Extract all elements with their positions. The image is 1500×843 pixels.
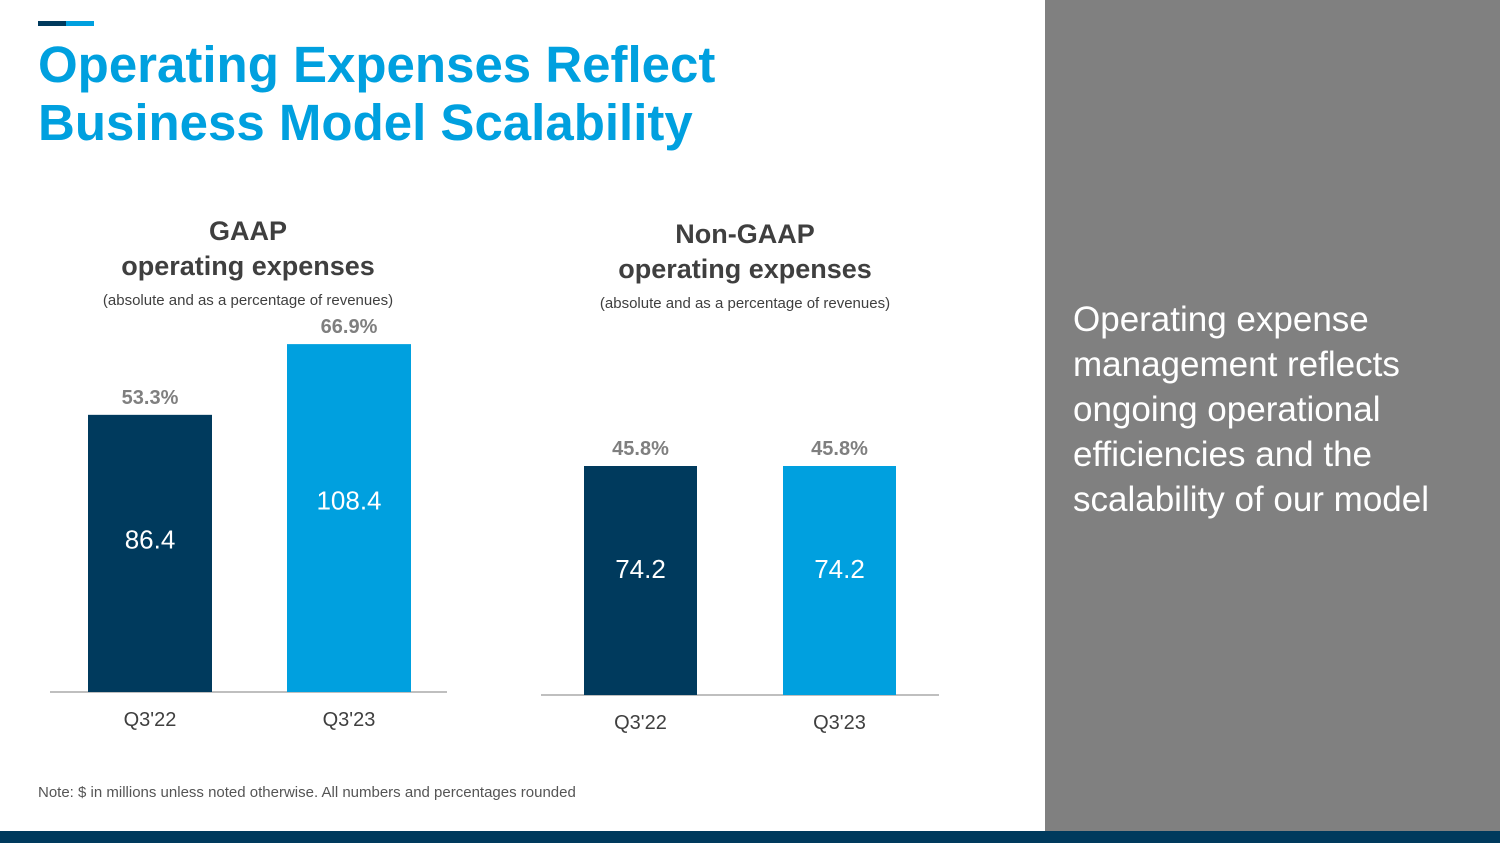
gaap-chart-subtitle: (absolute and as a percentage of revenue… bbox=[102, 292, 394, 309]
gaap-bar-value-label-2: 108.4 bbox=[316, 486, 381, 516]
page-title-line-2: Business Model Scalability bbox=[38, 94, 693, 151]
nongaap-bar-value-label-2: 74.2 bbox=[814, 554, 865, 584]
nongaap-bar-value-label-1: 74.2 bbox=[615, 554, 666, 584]
gaap-category-label-1: Q3'22 bbox=[124, 709, 177, 731]
nongaap-bar-percent-label-2: 45.8% bbox=[811, 438, 868, 460]
gaap-category-label-2: Q3'23 bbox=[323, 709, 376, 731]
gaap-bar-2 bbox=[287, 344, 411, 692]
page-title: Operating Expenses Reflect Business Mode… bbox=[38, 36, 715, 152]
nongaap-bar-2 bbox=[783, 466, 896, 695]
gaap-bar-percent-label-1: 53.3% bbox=[122, 387, 179, 409]
nongaap-chart-subtitle: (absolute and as a percentage of revenue… bbox=[599, 295, 891, 312]
charts-svg: 86.4 53.3% Q3'22 108.4 66.9% Q3'23 74.2 45.8% Q3… bbox=[50, 316, 939, 734]
gaap-chart-title-line-1: GAAP bbox=[208, 216, 287, 246]
gaap-bar-percent-label-2: 66.9% bbox=[321, 316, 378, 338]
bottom-bar bbox=[0, 831, 1500, 843]
side-panel bbox=[1045, 0, 1500, 831]
nongaap-chart-title: Non-GAAP operating expenses bbox=[545, 217, 945, 287]
nongaap-chart-title-line-2: operating expenses bbox=[618, 254, 872, 284]
footnote: Note: $ in millions unless noted otherwi… bbox=[38, 784, 576, 801]
accent-bar-dark bbox=[38, 21, 66, 26]
side-panel-text: Operating expense management reflects on… bbox=[1073, 300, 1429, 519]
gaap-bar-value-label-1: 86.4 bbox=[125, 525, 176, 555]
accent-bar-light bbox=[66, 21, 94, 26]
nongaap-chart-title-line-1: Non-GAAP bbox=[675, 219, 815, 249]
nongaap-bar-1 bbox=[584, 466, 697, 695]
gaap-bar-1 bbox=[88, 414, 212, 692]
gaap-chart-title: GAAP operating expenses bbox=[48, 214, 448, 284]
nongaap-category-label-2: Q3'23 bbox=[813, 712, 866, 734]
gaap-chart-title-line-2: operating expenses bbox=[121, 251, 375, 281]
title-accent-bar bbox=[38, 21, 94, 26]
nongaap-category-label-1: Q3'22 bbox=[614, 712, 667, 734]
nongaap-bar-percent-label-1: 45.8% bbox=[612, 438, 669, 460]
page-title-line-1: Operating Expenses Reflect bbox=[38, 36, 716, 93]
